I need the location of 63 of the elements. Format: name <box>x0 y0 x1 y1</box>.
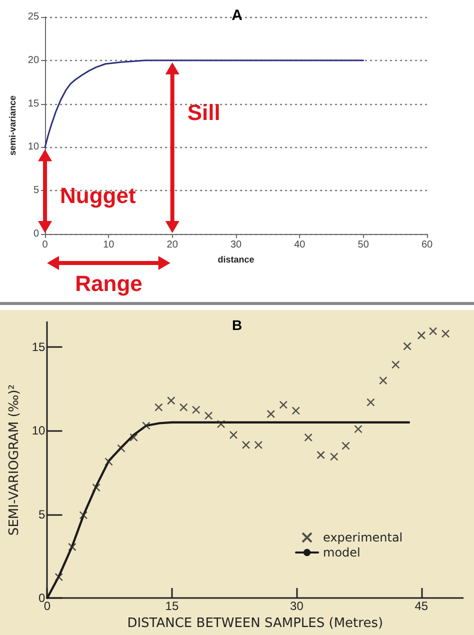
text: Range <box>75 271 142 297</box>
point <box>204 412 213 420</box>
y-tick-label: 5 <box>33 185 40 196</box>
y-tick-label: 15 <box>32 340 46 354</box>
x-axis-title: distance <box>218 254 254 264</box>
point <box>104 458 113 466</box>
point <box>154 403 163 412</box>
point <box>379 376 388 385</box>
point <box>117 444 126 452</box>
y-tick-label: 10 <box>28 142 40 153</box>
line-series <box>46 421 410 600</box>
x-tick-label: 30 <box>230 240 242 250</box>
point <box>54 572 64 582</box>
x-axis-title: DISTANCE BETWEEN SAMPLES (Metres) <box>127 616 384 631</box>
annotation: Sill <box>187 100 220 126</box>
point <box>354 424 362 434</box>
x-tick-label: 15 <box>165 599 179 613</box>
point <box>179 403 188 412</box>
x-tick-label: 45 <box>414 599 428 613</box>
point <box>292 406 300 415</box>
y-tick-label: 10 <box>32 424 46 438</box>
point <box>266 410 276 418</box>
point <box>392 360 400 369</box>
point <box>254 440 263 450</box>
point <box>68 542 76 552</box>
y-tick-label: 5 <box>38 507 46 522</box>
chart-title: B <box>232 317 242 333</box>
y-tick-label: 20 <box>28 54 40 66</box>
point <box>417 331 426 340</box>
point <box>142 422 150 430</box>
point <box>130 433 138 442</box>
point <box>242 440 250 450</box>
y-axis-title: semi-variance <box>8 95 18 156</box>
point <box>166 396 176 405</box>
legend-label: experimental <box>323 530 403 544</box>
point <box>366 398 375 406</box>
legend-label: model <box>323 546 360 560</box>
y-tick-label: 15 <box>28 98 40 110</box>
point <box>279 400 288 409</box>
point <box>342 442 350 450</box>
x-tick-label: 40 <box>294 240 306 250</box>
point <box>92 483 100 492</box>
x-tick-label: 60 <box>421 240 433 250</box>
chart-title: A <box>232 7 243 24</box>
point <box>304 433 312 442</box>
point <box>441 330 450 338</box>
line-series <box>44 60 364 148</box>
point <box>79 511 88 520</box>
y-tick-label: 25 <box>28 12 40 22</box>
x-tick-label: 10 <box>103 240 115 250</box>
x-tick-label: 30 <box>290 599 304 613</box>
x-tick-label: 20 <box>166 240 178 250</box>
x-tick-label: 50 <box>358 240 370 250</box>
point <box>330 452 338 461</box>
y-tick-label: 0 <box>33 228 40 240</box>
point <box>192 406 200 414</box>
point <box>403 342 412 350</box>
y-axis-title: SEMI-VARIOGRAM (‰)² <box>7 384 22 536</box>
point <box>316 450 325 460</box>
point <box>216 420 226 428</box>
point <box>428 327 438 336</box>
point <box>229 430 238 440</box>
annotation: Nugget <box>60 183 136 210</box>
